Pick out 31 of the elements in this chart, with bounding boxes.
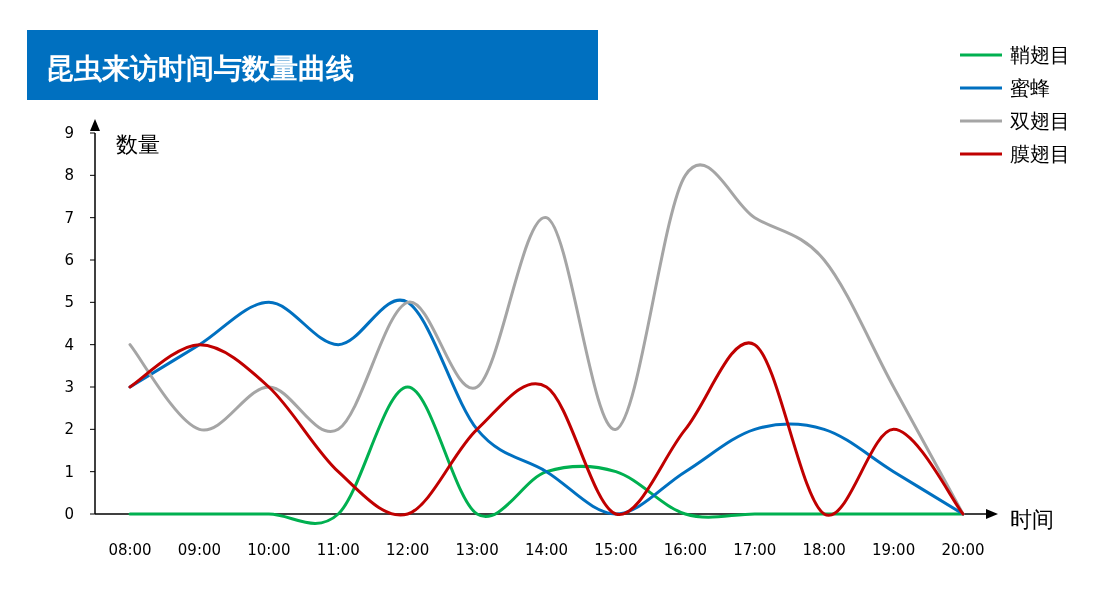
legend-label: 膜翅目 (1010, 142, 1070, 166)
x-tick-label: 09:00 (177, 541, 222, 559)
x-axis-title: 时间 (1010, 507, 1054, 532)
y-tick-label: 4 (64, 335, 74, 354)
line-series (128, 343, 965, 517)
y-tick-label: 8 (64, 166, 74, 185)
x-tick-label: 18:00 (802, 541, 846, 559)
y-axis-title: 数量 (116, 132, 160, 157)
y-tick-label: 2 (64, 420, 74, 439)
y-tick-label: 0 (64, 505, 74, 523)
x-tick-label: 19:00 (871, 541, 916, 559)
x-tick-label: 13:00 (455, 541, 499, 559)
x-tick-label: 12:00 (386, 541, 430, 559)
y-tick-label: 7 (64, 208, 74, 227)
x-tick-label: 17:00 (733, 541, 777, 559)
y-tick-label: 1 (64, 462, 74, 481)
x-tick-label: 08:00 (108, 541, 152, 559)
x-tick-label: 15:00 (594, 541, 638, 559)
y-tick-label: 9 (64, 124, 74, 142)
legend-label: 双翅目 (1010, 109, 1070, 133)
y-tick-label: 5 (64, 293, 74, 312)
x-tick-label: 11:00 (316, 541, 360, 559)
x-tick-label: 20:00 (941, 541, 985, 559)
chart-title: 昆虫来访时间与数量曲线 (46, 52, 354, 85)
x-tick-label: 16:00 (663, 541, 707, 559)
y-tick-label: 3 (64, 378, 74, 396)
y-tick-label: 6 (64, 251, 74, 269)
legend-label: 鞘翅目 (1010, 43, 1070, 67)
legend-label: 蜜蜂 (1010, 76, 1050, 100)
x-tick-label: 10:00 (247, 541, 291, 559)
x-tick-label: 14:00 (524, 541, 569, 559)
